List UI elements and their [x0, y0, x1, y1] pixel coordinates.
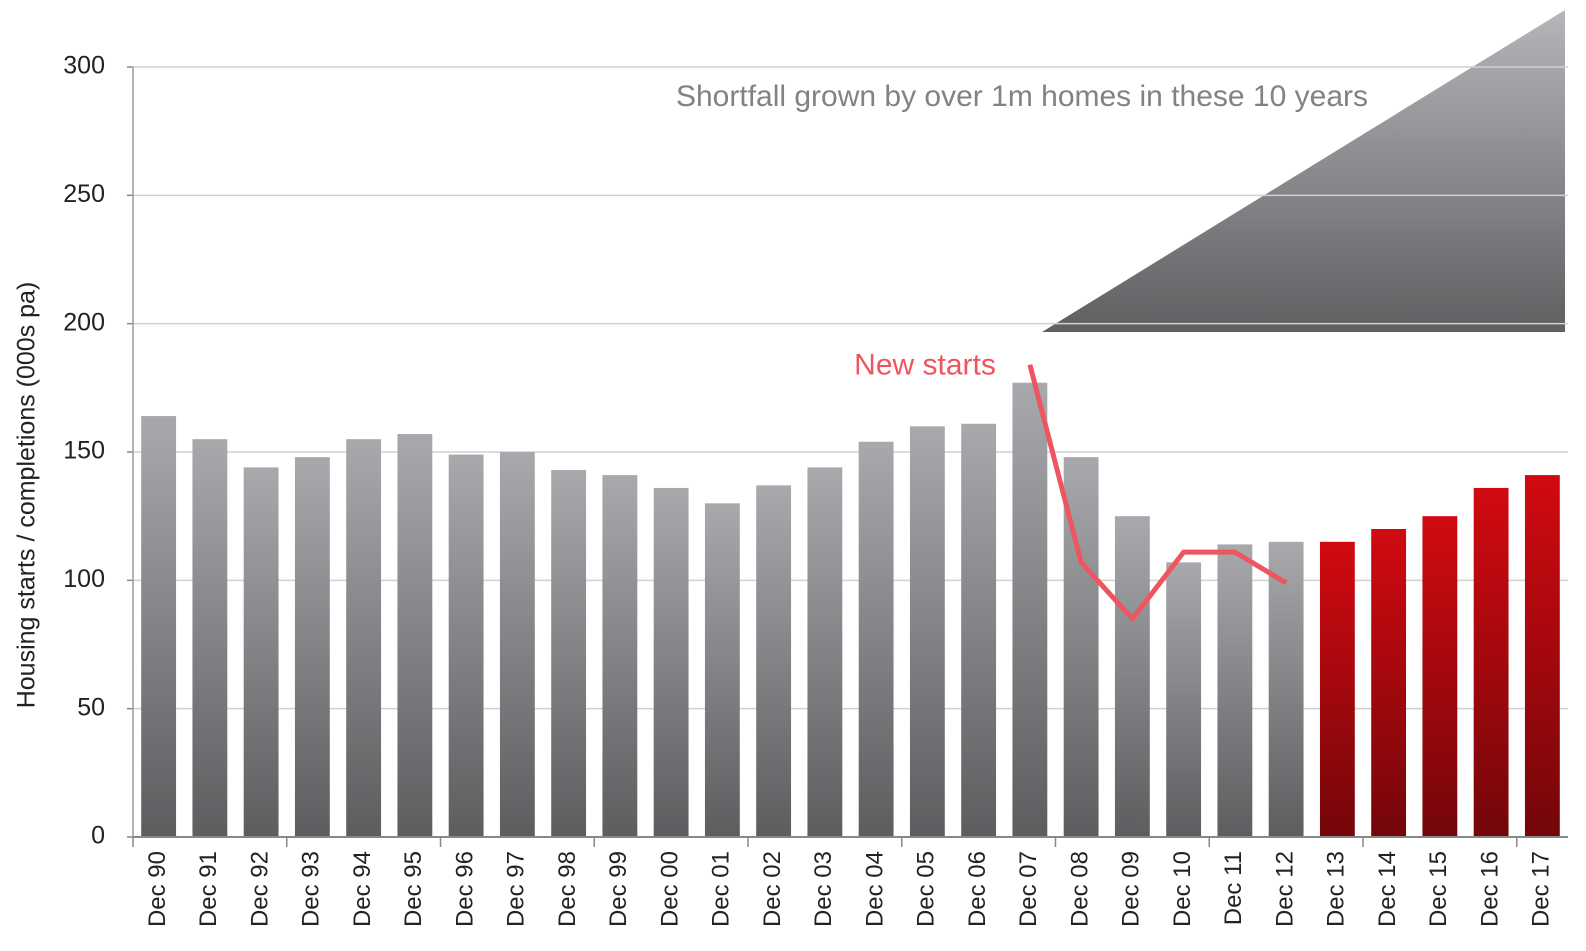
x-tick-label: Dec 04 — [861, 851, 888, 927]
bar — [397, 434, 433, 837]
x-tick-label: Dec 99 — [605, 851, 632, 927]
bar — [909, 426, 945, 837]
x-tick-label: Dec 14 — [1374, 851, 1401, 927]
x-tick-label: Dec 00 — [656, 851, 683, 927]
bar — [551, 469, 587, 837]
x-tick-label: Dec 96 — [451, 851, 478, 927]
y-tick-label: 200 — [63, 308, 105, 336]
x-tick-label: Dec 95 — [400, 851, 427, 927]
x-tick-label: Dec 98 — [554, 851, 581, 927]
shortfall-triangle — [1042, 10, 1565, 332]
y-tick-label: 0 — [91, 822, 105, 850]
x-tick-label: Dec 06 — [964, 851, 991, 927]
bar — [243, 467, 279, 837]
bar — [1319, 541, 1355, 837]
x-tick-label: Dec 05 — [913, 851, 940, 927]
bar — [602, 475, 638, 837]
x-tick-label: Dec 93 — [298, 851, 325, 927]
x-tick-label: Dec 11 — [1220, 851, 1247, 925]
x-tick-label: Dec 16 — [1476, 851, 1503, 927]
x-tick-label: Dec 17 — [1528, 851, 1555, 927]
bar — [1166, 562, 1202, 837]
bar — [1012, 382, 1048, 837]
y-tick-label: 250 — [63, 180, 105, 208]
line — [1027, 364, 1288, 622]
bar — [756, 485, 792, 837]
y-axis-label: Housing starts / completions (000s pa) — [13, 282, 41, 709]
y-tick-label: 300 — [63, 52, 105, 80]
x-tick-label: Dec 02 — [759, 851, 786, 927]
bar — [448, 454, 484, 837]
bar — [807, 467, 843, 837]
x-tick-label: Dec 08 — [1066, 851, 1093, 927]
bar — [653, 487, 689, 837]
bar — [1268, 541, 1304, 837]
x-tick-label: Dec 01 — [708, 851, 735, 927]
x-tick-label: Dec 91 — [195, 851, 222, 927]
bar — [961, 423, 997, 837]
bar — [1114, 516, 1150, 837]
annotation: Shortfall grown by over 1m homes in thes… — [676, 80, 1368, 113]
x-tick-label: Dec 09 — [1118, 851, 1145, 927]
bar — [346, 439, 382, 837]
bar — [1371, 529, 1407, 837]
x-tick-label: Dec 10 — [1169, 851, 1196, 927]
x-tick-label: Dec 07 — [1015, 851, 1042, 927]
bar — [1473, 487, 1509, 837]
bar — [499, 452, 535, 837]
bar — [1524, 475, 1560, 837]
bar — [141, 416, 177, 837]
series-label: New starts — [854, 349, 996, 382]
x-tick-label: Dec 97 — [503, 851, 530, 927]
x-tick-label: Dec 94 — [349, 851, 376, 927]
bar — [192, 439, 228, 837]
x-tick-label: Dec 92 — [246, 851, 273, 927]
x-tick-label: Dec 12 — [1271, 851, 1298, 927]
bar — [704, 503, 740, 837]
y-tick-label: 150 — [63, 437, 105, 465]
x-tick-label: Dec 13 — [1323, 851, 1350, 927]
bar — [1422, 516, 1458, 837]
x-tick-label: Dec 15 — [1425, 851, 1452, 927]
x-tick-label: Dec 03 — [810, 851, 837, 927]
y-tick-label: 100 — [63, 565, 105, 593]
bar — [294, 457, 330, 837]
bar — [1217, 544, 1253, 837]
bar — [858, 441, 894, 837]
x-tick-label: Dec 90 — [144, 851, 171, 927]
y-tick-label: 50 — [77, 693, 105, 721]
